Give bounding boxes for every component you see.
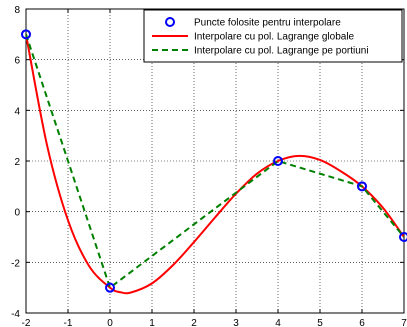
interpolation-point	[105, 282, 115, 293]
plot-area	[21, 29, 407, 295]
y-tick-label: -2	[11, 258, 20, 269]
y-tick-label: 6	[14, 56, 20, 67]
interpolation-point	[399, 232, 407, 242]
y-tick-label: 8	[14, 5, 20, 16]
legend-label: Interpolare cu pol. Lagrange pe portiuni	[194, 46, 369, 57]
x-tick-label: 0	[107, 318, 113, 327]
y-tick-label: 0	[14, 208, 20, 219]
y-tick-label: 2	[14, 157, 20, 168]
x-tick-label: 2	[191, 318, 197, 327]
global-lagrange-line	[26, 34, 404, 295]
legend-entries: Puncte folosite pentru interpolare Interp…	[152, 17, 369, 57]
interpolation-point	[21, 29, 31, 40]
x-tick-label: 5	[317, 318, 323, 327]
legend-label: Interpolare cu pol. Lagrange globale	[194, 32, 355, 43]
x-tick-label: 3	[233, 318, 239, 327]
interpolation-point	[357, 181, 367, 192]
x-tick-label: 6	[359, 318, 365, 327]
interpolation-point	[273, 156, 283, 166]
x-tick-label: 1	[149, 318, 155, 327]
curves	[26, 34, 404, 295]
legend: Puncte folosite pentru interpolare Interp…	[143, 9, 403, 63]
y-tick-label: -4	[11, 309, 20, 320]
x-tick-label: -1	[64, 318, 73, 327]
x-tick-label: -2	[22, 318, 31, 327]
legend-marker-points	[165, 17, 175, 27]
y-tick-label: 4	[14, 106, 20, 117]
x-tick-label: 7	[401, 318, 407, 327]
legend-label: Puncte folosite pentru interpolare	[194, 18, 341, 29]
x-tick-label: 4	[275, 318, 281, 327]
